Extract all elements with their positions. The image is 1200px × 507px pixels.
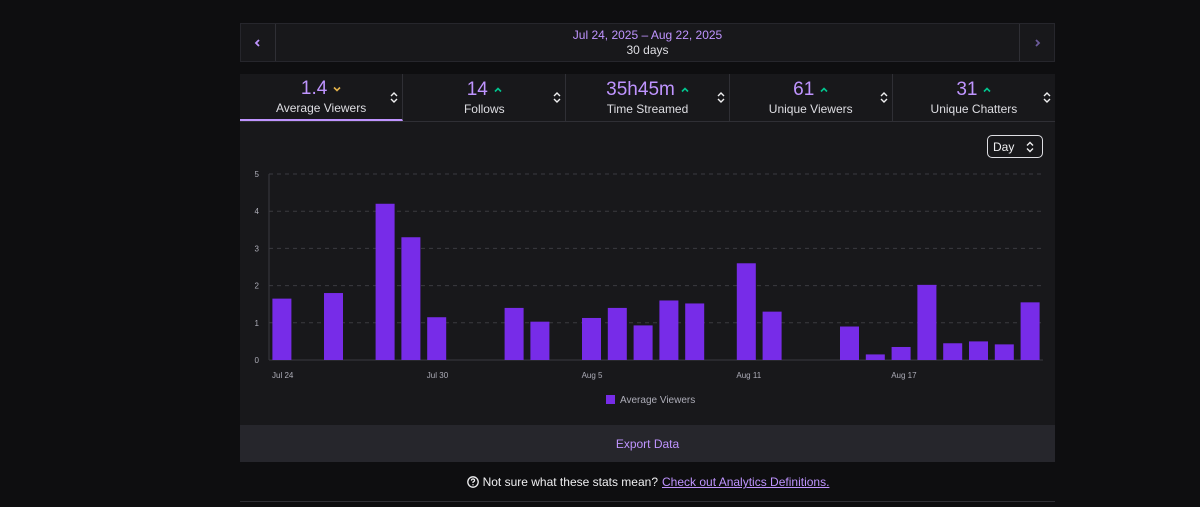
bar-aug-22 bbox=[1020, 302, 1040, 360]
sort-arrows-icon bbox=[880, 92, 888, 103]
help-question-icon bbox=[466, 476, 479, 488]
bar-aug-7 bbox=[633, 325, 653, 360]
bar-aug-16 bbox=[865, 354, 885, 360]
bar-jul-30 bbox=[427, 317, 447, 360]
bar-aug-12 bbox=[762, 311, 782, 360]
sort-arrows-icon bbox=[1043, 92, 1051, 103]
footer-divider bbox=[240, 501, 1055, 502]
x-tick-label: Aug 5 bbox=[582, 371, 603, 380]
granularity-value: Day bbox=[993, 139, 1015, 154]
bar-aug-3 bbox=[530, 321, 550, 360]
bar-aug-6 bbox=[607, 307, 627, 360]
date-range-text: Jul 24, 2025 – Aug 22, 2025 bbox=[572, 27, 723, 42]
bar-aug-19 bbox=[943, 343, 963, 360]
select-arrows-icon bbox=[1026, 141, 1034, 153]
chevron-left-icon bbox=[254, 38, 260, 47]
y-tick-label: 2 bbox=[255, 282, 260, 291]
stat-value: 14 bbox=[466, 79, 488, 100]
y-tick-label: 5 bbox=[255, 170, 260, 179]
stat-label: Unique Viewers bbox=[768, 102, 853, 116]
date-range-display[interactable]: Jul 24, 2025 – Aug 22, 2025 30 days bbox=[276, 24, 1019, 61]
export-data-button[interactable]: Export Data bbox=[240, 425, 1055, 462]
stats-tabs: 1.4 Average Viewers 14 Follows 35h45m Ti… bbox=[240, 74, 1055, 122]
granularity-select[interactable]: Day bbox=[987, 135, 1043, 158]
y-tick-label: 4 bbox=[255, 207, 260, 216]
sort-arrows-icon bbox=[717, 92, 725, 103]
trend-up-icon bbox=[983, 87, 992, 93]
chevron-right-icon bbox=[1035, 38, 1041, 47]
trend-up-icon bbox=[494, 87, 502, 93]
bar-aug-9 bbox=[685, 303, 705, 360]
stat-label: Unique Chatters bbox=[930, 102, 1018, 116]
bar-jul-28 bbox=[375, 203, 395, 360]
x-tick-label: Jul 24 bbox=[272, 371, 294, 380]
average-viewers-chart: 0 1 2 3 4 5 Jul 24 Jul 30 Aug 5 Aug 11 Aug 17 Avera… bbox=[255, 170, 1043, 406]
stat-tab-average-viewers[interactable]: 1.4 Average Viewers bbox=[240, 74, 404, 121]
stat-label: Average Viewers bbox=[275, 101, 367, 115]
trend-up-icon bbox=[820, 87, 828, 93]
day-count-text: 30 days bbox=[626, 42, 669, 57]
chart-panel: 0 1 2 3 4 5 Jul 24 Jul 30 Aug 5 Aug 11 Aug 17 Avera… bbox=[240, 122, 1055, 425]
y-tick-label: 3 bbox=[255, 244, 260, 253]
bar-aug-15 bbox=[840, 326, 859, 360]
x-tick-label: Aug 17 bbox=[891, 371, 917, 380]
legend-label: Average Viewers bbox=[620, 395, 695, 406]
bar-aug-11 bbox=[736, 263, 756, 360]
x-tick-label: Aug 11 bbox=[736, 371, 761, 380]
stat-label: Follows bbox=[463, 102, 505, 116]
bar-aug-2 bbox=[504, 307, 524, 360]
previous-period-button[interactable] bbox=[241, 24, 276, 61]
sort-arrows-icon bbox=[553, 92, 561, 103]
legend-swatch bbox=[606, 395, 615, 404]
bar-aug-5 bbox=[582, 317, 601, 360]
stat-value: 61 bbox=[793, 79, 815, 100]
bar-jul-26 bbox=[324, 293, 343, 360]
y-tick-label: 0 bbox=[255, 356, 260, 365]
next-period-button[interactable] bbox=[1019, 24, 1054, 61]
stat-tab-unique-viewers[interactable]: 61 Unique Viewers bbox=[730, 74, 893, 121]
bar-aug-20 bbox=[969, 341, 988, 360]
stat-value: 35h45m bbox=[606, 79, 675, 100]
x-tick-label: Jul 30 bbox=[427, 371, 449, 380]
stat-value: 31 bbox=[956, 79, 978, 100]
bar-aug-18 bbox=[917, 284, 937, 360]
export-data-label: Export Data bbox=[615, 436, 680, 451]
date-range-navigator: Jul 24, 2025 – Aug 22, 2025 30 days bbox=[240, 23, 1055, 62]
stat-tab-time-streamed[interactable]: 35h45m Time Streamed bbox=[566, 74, 730, 121]
bar-jul-24 bbox=[272, 298, 292, 360]
trend-up-icon bbox=[681, 87, 689, 93]
stat-tab-follows[interactable]: 14 Follows bbox=[403, 74, 567, 121]
trend-down-icon bbox=[333, 86, 341, 92]
stat-label: Time Streamed bbox=[606, 102, 689, 116]
bar-aug-8 bbox=[659, 300, 679, 360]
bar-aug-21 bbox=[994, 344, 1014, 360]
sort-arrows-icon bbox=[390, 92, 398, 103]
help-question: Not sure what these stats mean? bbox=[482, 475, 658, 489]
bar-aug-17 bbox=[891, 346, 911, 360]
analytics-definitions-link[interactable]: Check out Analytics Definitions. bbox=[662, 475, 830, 489]
bar-jul-29 bbox=[401, 237, 421, 360]
stat-value: 1.4 bbox=[300, 78, 328, 99]
stat-tab-unique-chatters[interactable]: 31 Unique Chatters bbox=[893, 74, 1055, 121]
help-text: Not sure what these stats mean? Check ou… bbox=[0, 475, 1200, 489]
y-tick-label: 1 bbox=[255, 319, 260, 328]
